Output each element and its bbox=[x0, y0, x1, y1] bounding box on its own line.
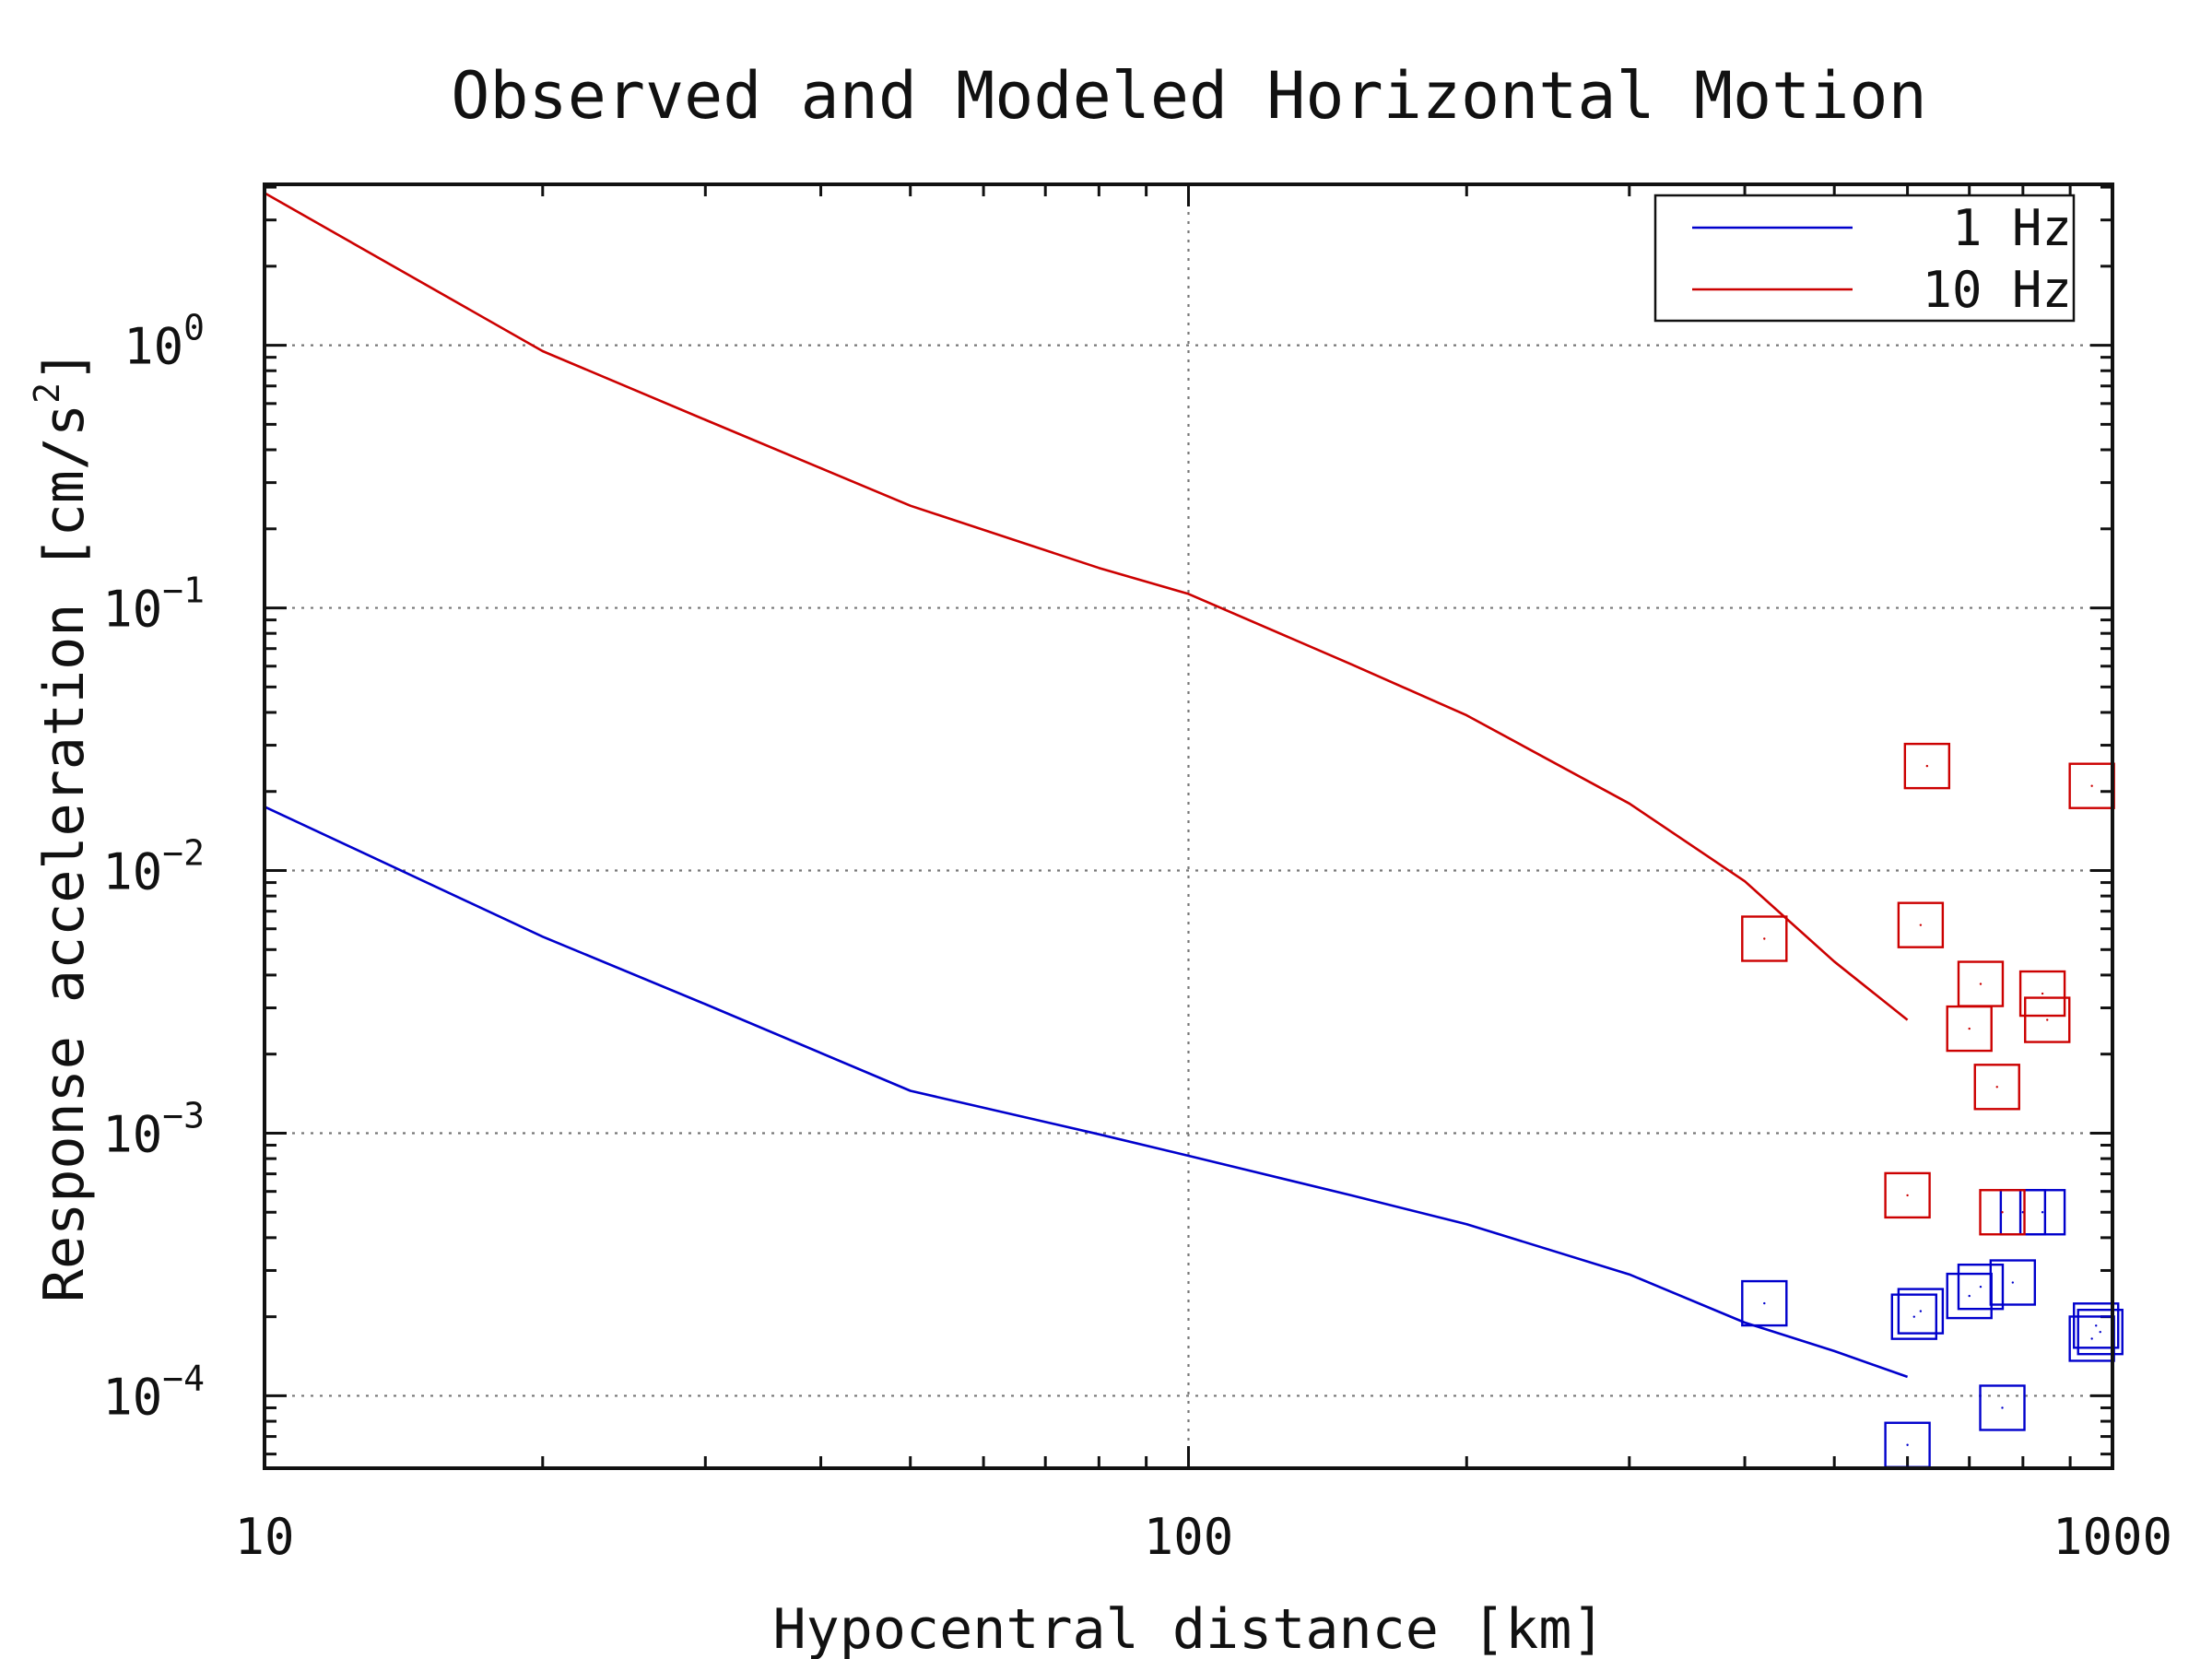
observed-point bbox=[1957, 960, 2005, 1007]
series-line bbox=[264, 806, 1909, 1379]
y-tick-label-exponent: −1 bbox=[162, 571, 205, 611]
observed-point bbox=[1973, 1064, 2020, 1111]
y-tick-label: 10−4 bbox=[102, 1358, 205, 1426]
observed-point bbox=[1957, 1263, 2005, 1311]
y-axis-label-superscript: 2 bbox=[27, 382, 67, 404]
y-tick-label-exponent: −4 bbox=[162, 1358, 205, 1398]
observed-point-center bbox=[1968, 1027, 1971, 1030]
observed-point bbox=[1890, 1293, 1937, 1340]
y-axis-label-main: Response acceleration [cm/s bbox=[32, 404, 97, 1302]
series-group bbox=[264, 192, 2124, 1468]
series-10hz bbox=[264, 192, 2115, 1236]
x-tick-label: 10 bbox=[234, 1508, 294, 1566]
series-line bbox=[264, 192, 1909, 1021]
observed-point-center bbox=[1979, 982, 1983, 985]
observed-point bbox=[2073, 1302, 2120, 1349]
observed-point-center bbox=[1906, 1194, 1909, 1197]
observed-point-center bbox=[2011, 1281, 2015, 1284]
observed-point-center bbox=[1919, 1310, 1923, 1312]
observed-point-center bbox=[1906, 1443, 1909, 1446]
observed-point bbox=[1979, 1384, 2026, 1431]
legend-label-10hz: 10 Hz bbox=[1922, 261, 2072, 319]
observed-point bbox=[2024, 996, 2071, 1043]
x-tick-label: 100 bbox=[1144, 1508, 1234, 1566]
observed-point bbox=[1897, 1288, 1945, 1335]
observed-point-center bbox=[1979, 1285, 1983, 1288]
y-tick-label: 10−2 bbox=[102, 833, 205, 901]
observed-point bbox=[1897, 901, 1945, 948]
y-tick-label-base: 10 bbox=[102, 1105, 162, 1163]
observed-point bbox=[1989, 1259, 2037, 1306]
legend-box bbox=[1653, 194, 2076, 323]
observed-point-center bbox=[2099, 1330, 2101, 1334]
observed-point-center bbox=[2090, 784, 2093, 787]
observed-point-center bbox=[2001, 1406, 2004, 1409]
observed-point-center bbox=[2046, 1018, 2049, 1021]
observed-point bbox=[1884, 1171, 1931, 1219]
observed-point bbox=[1903, 742, 1951, 790]
observed-point bbox=[1979, 1189, 2026, 1236]
observed-point bbox=[1741, 1279, 1788, 1327]
y-tick-label: 100 bbox=[124, 308, 205, 376]
observed-point bbox=[2018, 1189, 2066, 1236]
grid bbox=[265, 184, 2112, 1468]
observed-point-center bbox=[2041, 1211, 2044, 1214]
y-axis-label: Response acceleration [cm/s2] bbox=[27, 349, 97, 1302]
y-tick-label-exponent: 0 bbox=[183, 308, 205, 348]
y-tick-label-base: 10 bbox=[102, 581, 162, 639]
y-tick-label-base: 10 bbox=[102, 843, 162, 901]
y-tick-label-base: 10 bbox=[102, 1368, 162, 1426]
observed-point-center bbox=[2041, 992, 2044, 995]
chart-title: Observed and Modeled Horizontal Motion bbox=[451, 58, 1926, 134]
observed-point-center bbox=[1912, 1315, 1915, 1318]
observed-point-center bbox=[1763, 937, 1766, 940]
observed-point-center bbox=[2095, 1324, 2098, 1327]
observed-point-center bbox=[1763, 1301, 1766, 1305]
legend: 1 Hz 10 Hz bbox=[1653, 194, 2076, 323]
y-axis-label-close: ] bbox=[32, 349, 97, 382]
observed-point-center bbox=[1925, 764, 1929, 768]
observed-point-center bbox=[1995, 1086, 1998, 1088]
observed-point bbox=[2077, 1308, 2124, 1356]
x-axis-label: Hypocentral distance [km] bbox=[772, 1597, 1605, 1659]
x-tick-label: 1000 bbox=[2053, 1508, 2172, 1566]
y-tick-label-base: 10 bbox=[124, 318, 183, 376]
observed-point bbox=[1741, 915, 1788, 962]
y-tick-label-exponent: −3 bbox=[162, 1095, 205, 1135]
series-1hz bbox=[264, 806, 2124, 1468]
observed-point-center bbox=[2090, 1337, 2093, 1340]
observed-point-center bbox=[1919, 924, 1923, 926]
observed-point-center bbox=[1968, 1294, 1971, 1298]
y-tick-label: 10−3 bbox=[102, 1095, 205, 1163]
legend-label-1hz: 1 Hz bbox=[1952, 199, 2072, 257]
observed-point bbox=[2018, 970, 2066, 1018]
y-tick-label-exponent: −2 bbox=[162, 833, 205, 874]
x-tick-labels: 10 100 1000 bbox=[234, 1508, 2172, 1566]
y-tick-label: 10−1 bbox=[102, 571, 205, 639]
observed-point-center bbox=[2001, 1211, 2004, 1214]
plot-frame bbox=[263, 182, 2114, 1470]
